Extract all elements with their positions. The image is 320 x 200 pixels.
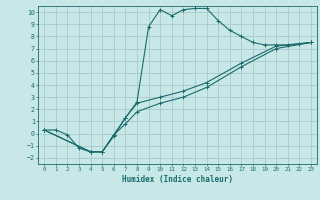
X-axis label: Humidex (Indice chaleur): Humidex (Indice chaleur) [122,175,233,184]
